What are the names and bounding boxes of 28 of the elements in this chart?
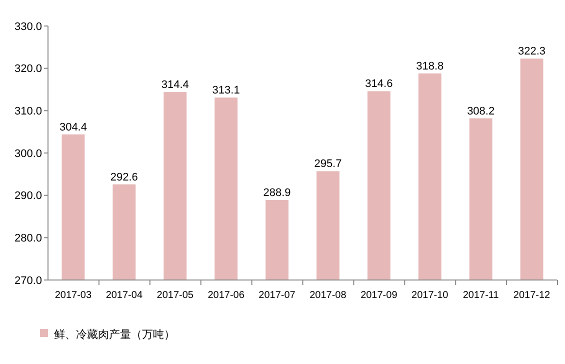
y-tick-label: 320.0 xyxy=(14,63,42,76)
x-tick-label: 2017-05 xyxy=(156,290,194,301)
x-tick-label: 2017-04 xyxy=(106,290,143,301)
x-tick-label: 2017-11 xyxy=(462,290,500,301)
y-tick-label: 290.0 xyxy=(14,190,42,202)
legend-label: 鲜、冷藏肉产量（万吨） xyxy=(54,328,175,341)
x-tick-label: 2017-08 xyxy=(310,290,347,301)
x-tick-label: 2017-12 xyxy=(513,290,551,301)
y-tick-label: 300.0 xyxy=(14,148,42,160)
y-tick-label: 280.0 xyxy=(14,232,42,245)
x-tick-label: 2017-07 xyxy=(258,290,296,301)
y-tick-label: 270.0 xyxy=(14,274,42,287)
data-label: 308.2 xyxy=(467,105,495,118)
x-tick-label: 2017-03 xyxy=(54,290,92,301)
data-label: 322.3 xyxy=(518,46,546,58)
data-label: 295.7 xyxy=(314,158,342,170)
data-label: 313.1 xyxy=(212,84,240,97)
y-tick-label: 330.0 xyxy=(14,20,42,33)
data-label: 314.4 xyxy=(161,79,189,92)
data-label: 288.9 xyxy=(263,186,291,199)
y-tick-label: 310.0 xyxy=(14,106,42,118)
data-label: 292.6 xyxy=(110,171,138,184)
data-label: 304.4 xyxy=(59,121,87,134)
x-tick-label: 2017-10 xyxy=(412,290,449,301)
data-label: 318.8 xyxy=(416,60,444,72)
x-tick-label: 2017-06 xyxy=(208,290,245,301)
data-label: 314.6 xyxy=(365,78,393,90)
x-tick-label: 2017-09 xyxy=(360,290,398,301)
